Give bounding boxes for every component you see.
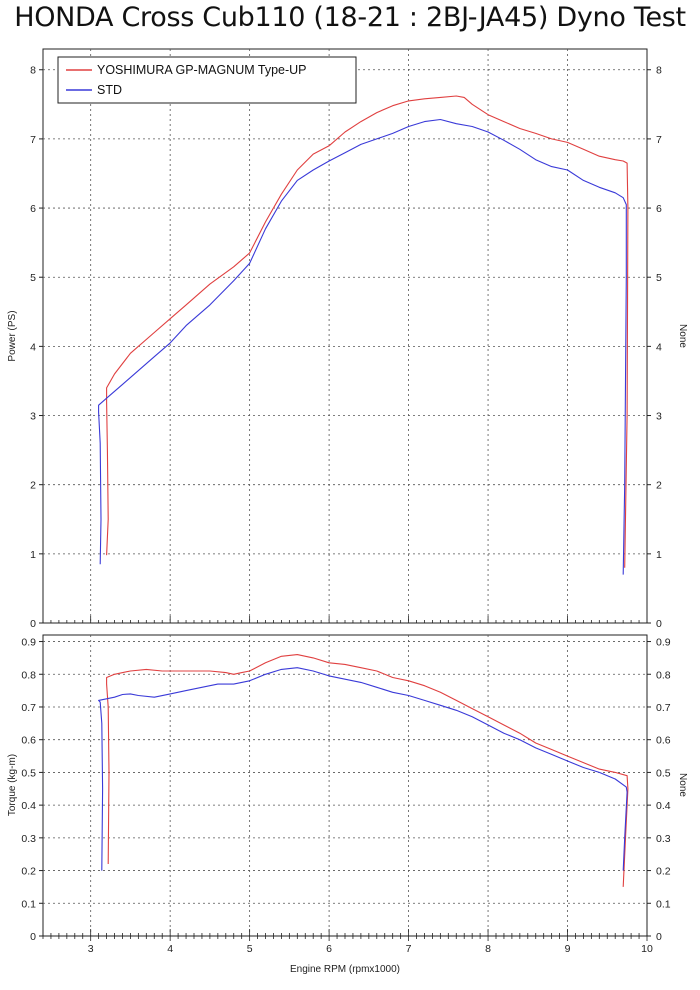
power-ytick-label-right: 8	[656, 65, 662, 77]
power-ytick-label: 8	[30, 65, 36, 77]
rpm-xtick-label: 8	[485, 943, 491, 955]
power-y-axis-label: Power (PS)	[7, 310, 18, 361]
torque-line-std	[98, 667, 628, 871]
power-ytick-label-right: 2	[656, 480, 662, 492]
torque-ytick-label-right: 0.3	[656, 833, 671, 845]
power-right-axis-label: None	[677, 324, 688, 348]
torque-series-lines	[98, 654, 629, 887]
power-ytick-label-right: 5	[656, 272, 662, 284]
torque-ytick-label-right: 0.7	[656, 702, 671, 714]
torque-ytick-label-right: 0	[656, 931, 662, 943]
torque-ytick-label-right: 0.2	[656, 866, 671, 878]
power-ytick-label-right: 4	[656, 341, 662, 353]
torque-y-ticks: 0 0 0.1 0.1 0.2 0.2 0.3 0.3 0.4 0.4 0.5 0.5 0.6 0.6 0.…	[21, 637, 670, 943]
rpm-xtick-label: 3	[88, 943, 94, 955]
torque-y-axis-label: Torque (kg-m)	[7, 754, 18, 816]
legend-label-std: STD	[97, 83, 122, 97]
power-chart-panel: 0 0 1 1 2 2 3 3 4 4 5 5 6 6 7 7 8 8 Power (PS) None YOSHI…	[7, 48, 688, 630]
power-ytick-label: 7	[30, 134, 36, 146]
rpm-xtick-label: 4	[167, 943, 173, 955]
rpm-xtick-label: 6	[326, 943, 332, 955]
power-ytick-label: 2	[30, 480, 36, 492]
torque-gridlines	[42, 635, 648, 941]
torque-plot-frame	[42, 634, 648, 937]
torque-chart-panel: 0 0 0.1 0.1 0.2 0.2 0.3 0.3 0.4 0.4 0.5 0.5 0.6 0.6 0.…	[7, 634, 688, 975]
power-ytick-label: 6	[30, 203, 36, 215]
torque-ytick-label: 0.9	[21, 637, 36, 649]
power-ytick-label-right: 6	[656, 203, 662, 215]
torque-ytick-label: 0.4	[21, 800, 36, 812]
legend-box	[57, 56, 357, 104]
power-ytick-label: 3	[30, 411, 36, 423]
power-ytick-label-right: 1	[656, 549, 662, 561]
power-line-std	[98, 118, 627, 575]
torque-ytick-label: 0.1	[21, 898, 36, 910]
rpm-xtick-label: 9	[565, 943, 571, 955]
torque-ytick-label: 0.6	[21, 735, 36, 747]
page-title: HONDA Cross Cub110 (18-21 : 2BJ-JA45) Dy…	[14, 2, 686, 33]
torque-ytick-label: 0.8	[21, 669, 36, 681]
power-ytick-label-right: 0	[656, 618, 662, 630]
torque-ytick-label-right: 0.5	[656, 767, 671, 779]
torque-ytick-label-right: 0.9	[656, 637, 671, 649]
torque-ytick-label: 0.7	[21, 702, 36, 714]
power-plot-frame	[42, 48, 648, 624]
torque-ytick-label: 0.5	[21, 767, 36, 779]
torque-ytick-label: 0	[30, 931, 36, 943]
rpm-xtick-label: 10	[641, 943, 653, 955]
power-series-lines	[98, 95, 629, 575]
torque-ytick-label: 0.2	[21, 866, 36, 878]
x-axis-label: Engine RPM (rpmx1000)	[290, 964, 400, 975]
torque-line-yoshimura	[106, 654, 629, 887]
power-ytick-label-right: 7	[656, 134, 662, 146]
power-ytick-label-right: 3	[656, 411, 662, 423]
rpm-x-ticks: 3 4 5 6 7 8 9 10	[88, 943, 653, 955]
power-y-ticks: 0 0 1 1 2 2 3 3 4 4 5 5 6 6 7 7 8 8	[30, 65, 662, 630]
rpm-xtick-label: 5	[247, 943, 253, 955]
torque-ytick-label-right: 0.1	[656, 898, 671, 910]
torque-right-axis-label: None	[677, 773, 688, 797]
torque-ytick-label-right: 0.6	[656, 735, 671, 747]
power-ytick-label: 1	[30, 549, 36, 561]
rpm-xtick-label: 7	[406, 943, 412, 955]
legend-label-yoshimura: YOSHIMURA GP-MAGNUM Type-UP	[97, 63, 307, 77]
chart-legend: YOSHIMURA GP-MAGNUM Type-UP STD	[57, 56, 357, 104]
torque-ytick-label: 0.3	[21, 833, 36, 845]
power-ytick-label: 5	[30, 272, 36, 284]
torque-ytick-label-right: 0.4	[656, 800, 671, 812]
power-line-yoshimura	[106, 95, 629, 568]
torque-ytick-label-right: 0.8	[656, 669, 671, 681]
power-ytick-label: 0	[30, 618, 36, 630]
power-ytick-label: 4	[30, 341, 36, 353]
